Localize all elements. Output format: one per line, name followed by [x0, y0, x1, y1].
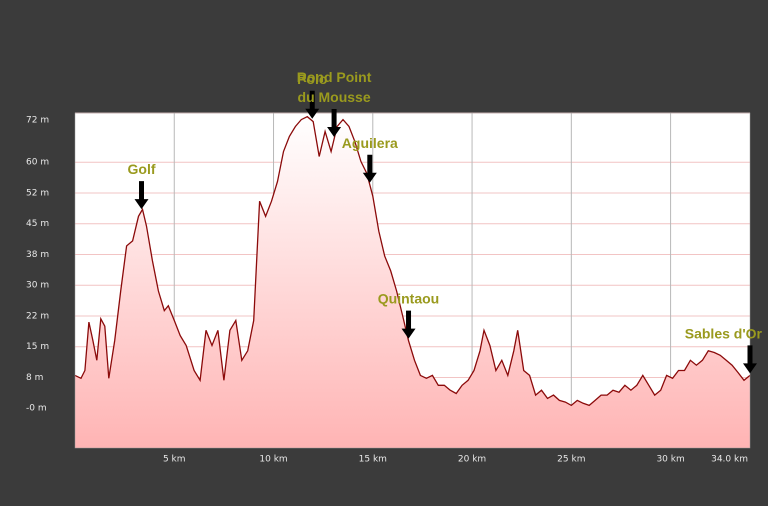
annotation-label: Polo: [297, 71, 327, 87]
annotation-label: Quintaou: [378, 291, 439, 307]
y-tick-label: 22 m: [26, 311, 49, 321]
annotation-arrow: [134, 181, 149, 210]
annotation-arrow: [327, 109, 342, 138]
annotation-arrow: [362, 154, 377, 183]
elevation-area: [75, 116, 750, 448]
x-tick-label: 20 km: [458, 455, 486, 465]
x-tick-label: 25 km: [557, 455, 585, 465]
y-tick-label: -0 m: [26, 404, 47, 414]
annotation-label: Sables d'Or: [685, 325, 763, 341]
y-tick-label: 45 m: [26, 219, 49, 229]
y-tick-label: 52 m: [26, 188, 49, 198]
x-tick-label: 30 km: [656, 455, 684, 465]
y-tick-label: 30 m: [26, 281, 49, 291]
y-tick-label: 60 m: [26, 158, 49, 168]
annotation-label: Rond Point: [297, 69, 372, 85]
annotation-label: Golf: [128, 161, 156, 177]
elevation-line: [74, 115, 751, 407]
annotation-arrow: [401, 310, 416, 339]
plot-border: [74, 112, 751, 449]
y-tick-label: 72 m: [26, 116, 49, 126]
x-tick-label: 15 km: [359, 455, 387, 465]
annotation-arrow: [743, 345, 757, 374]
x-tick-label: 34.0 km: [711, 455, 748, 465]
annotation-label: Aguilera: [342, 135, 398, 151]
x-tick-label: 10 km: [259, 455, 287, 465]
annotation-label: du Mousse: [298, 89, 371, 105]
y-tick-label: 15 m: [26, 342, 49, 352]
y-tick-label: 38 m: [26, 250, 49, 260]
annotation-arrow: [305, 90, 320, 119]
x-tick-label: 5 km: [163, 455, 186, 465]
y-tick-label: 8 m: [26, 373, 43, 383]
